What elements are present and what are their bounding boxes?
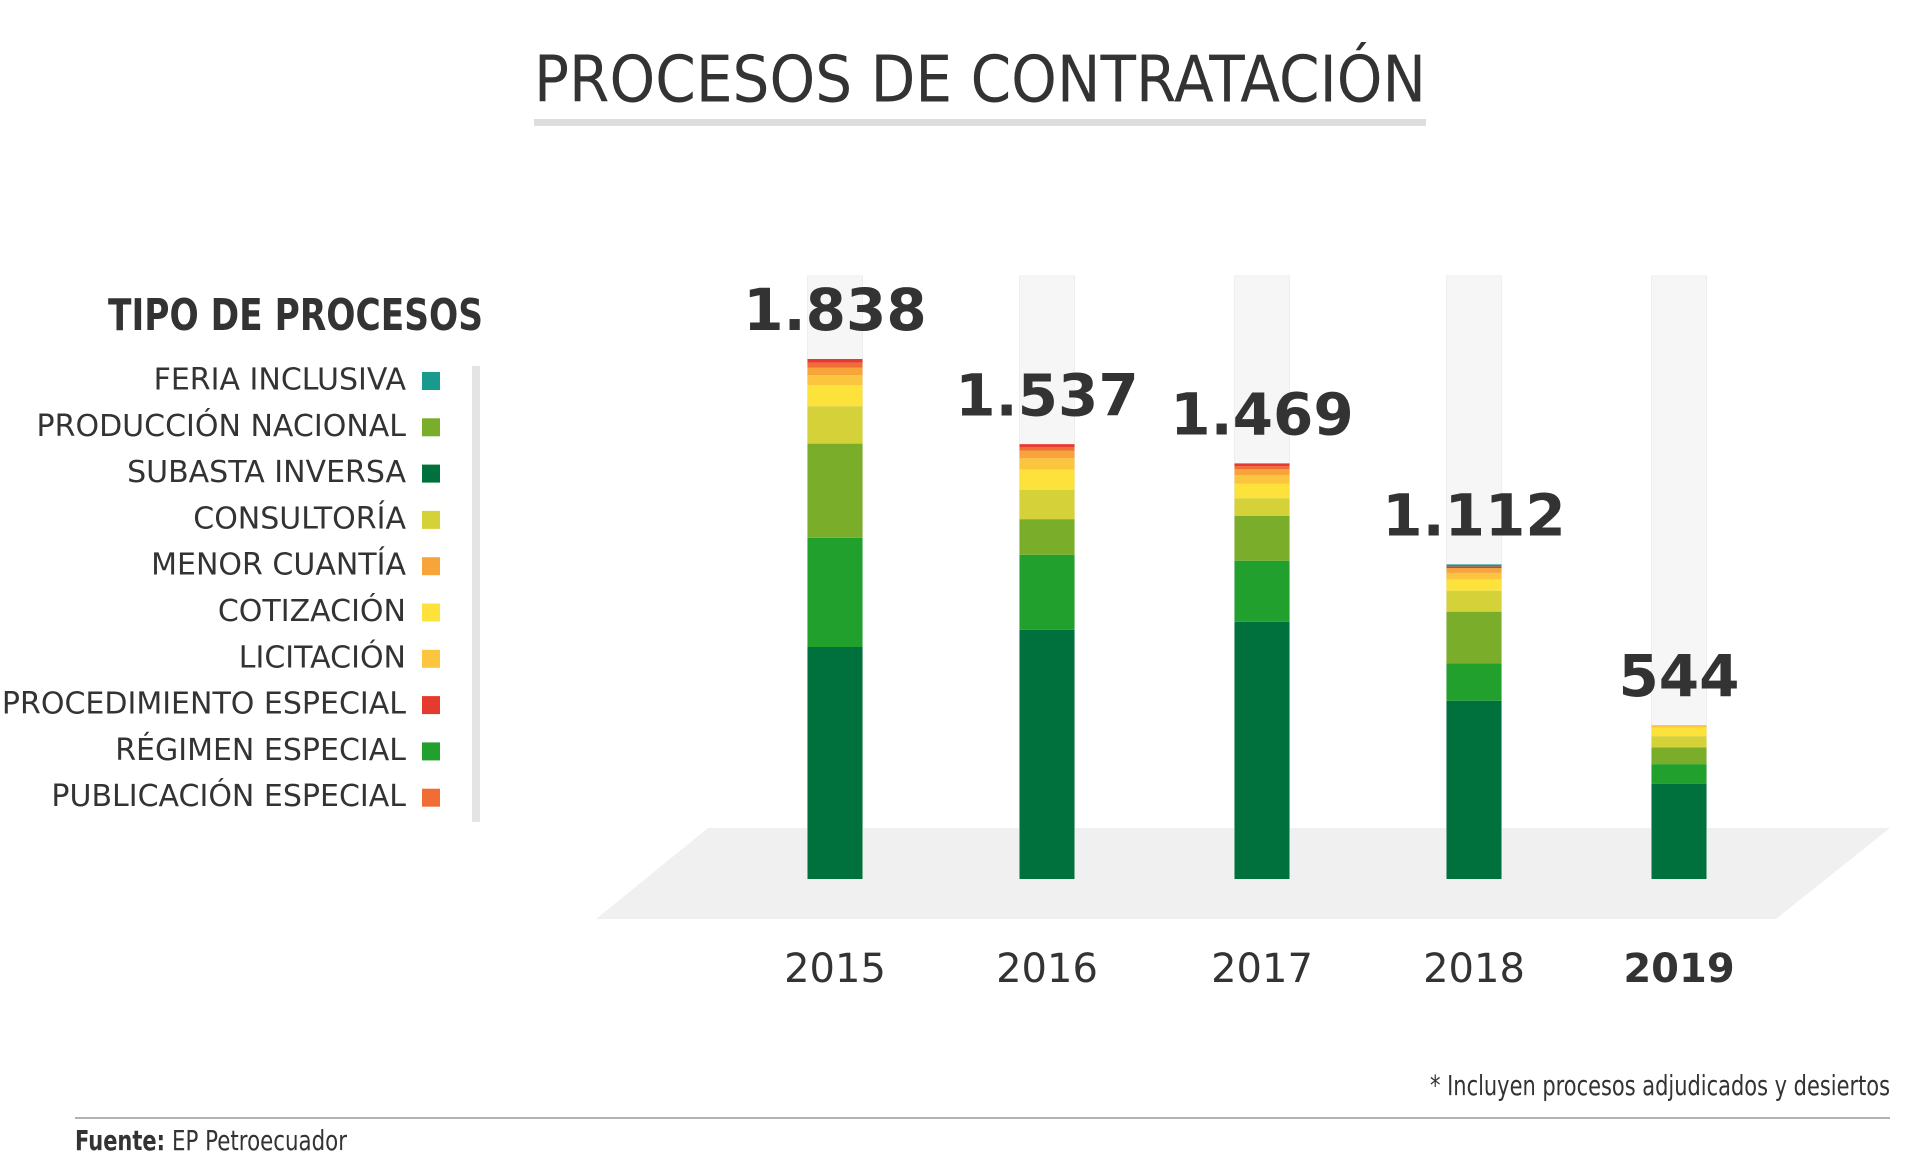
title-underline xyxy=(534,119,1426,126)
bar-segment xyxy=(1446,590,1502,612)
legend-swatch xyxy=(422,464,440,483)
bar-segment xyxy=(807,647,863,879)
bar-segment xyxy=(1651,783,1707,879)
x-tick-label: 2019 xyxy=(1623,946,1734,992)
legend-swatch xyxy=(422,788,440,807)
bar-segment xyxy=(1234,469,1290,475)
legend-label: CONSULTORÍA xyxy=(193,500,406,536)
total-label: 1.537 xyxy=(955,361,1138,429)
bar-segment xyxy=(1019,554,1075,630)
bar-segment xyxy=(807,385,863,407)
bar-segment xyxy=(1446,564,1502,567)
x-tick-label: 2018 xyxy=(1423,946,1525,992)
bar-segment xyxy=(1446,568,1502,573)
legend-label: MENOR CUANTÍA xyxy=(151,547,406,583)
legend-swatch xyxy=(422,557,440,576)
bar-segment xyxy=(807,367,863,376)
legend-label: PUBLICACIÓN ESPECIAL xyxy=(51,777,406,814)
bar-segment xyxy=(1446,566,1502,569)
total-label: 544 xyxy=(1618,642,1739,710)
bar-segment xyxy=(1651,725,1707,728)
legend-swatch xyxy=(422,696,440,715)
bar-segment xyxy=(807,537,863,648)
legend-label: FERIA INCLUSIVA xyxy=(154,363,407,398)
legend-label: PRODUCCIÓN NACIONAL xyxy=(37,407,407,444)
bar-segment xyxy=(1651,736,1707,748)
bar-segment xyxy=(1446,611,1502,664)
x-tick-label: 2015 xyxy=(784,946,886,992)
legend-swatch xyxy=(422,649,440,668)
legend-title: TIPO DE PROCESOS xyxy=(108,290,483,341)
bar-segment xyxy=(1446,700,1502,879)
bar-segment xyxy=(1234,515,1290,561)
bar-segment xyxy=(1234,474,1290,484)
footnote: * Incluyen procesos adjudicados y desier… xyxy=(1430,1069,1890,1102)
legend-label: RÉGIMEN ESPECIAL xyxy=(115,732,406,768)
bar-segment xyxy=(1234,621,1290,879)
bar-segment xyxy=(807,362,863,368)
legend-swatch xyxy=(422,510,440,529)
bar-segment xyxy=(807,443,863,538)
bar-segment xyxy=(807,406,863,444)
bar-segment xyxy=(1019,458,1075,470)
bar-segment xyxy=(1651,747,1707,765)
legend-swatch xyxy=(422,742,440,761)
legend-swatch xyxy=(422,603,440,622)
bar-segment xyxy=(1019,519,1075,555)
bar-segment xyxy=(1234,560,1290,622)
bar-segment xyxy=(807,375,863,386)
legend-label: LICITACIÓN xyxy=(239,638,406,675)
bar-segment xyxy=(1234,466,1290,470)
total-label: 1.838 xyxy=(743,276,926,344)
legend-swatch xyxy=(422,372,440,390)
bar-segment xyxy=(1446,572,1502,580)
legend-label: COTIZACIÓN xyxy=(218,592,406,629)
legend-label: PROCEDIMIENTO ESPECIAL xyxy=(2,687,406,722)
bar-segment xyxy=(1019,446,1075,451)
source-label: Fuente: xyxy=(75,1124,165,1156)
total-label: 1.112 xyxy=(1382,482,1565,550)
bar-segment xyxy=(1234,483,1290,499)
source: EP Petroecuador xyxy=(172,1124,347,1156)
bar-segment xyxy=(1019,469,1075,490)
bar-segment xyxy=(1019,444,1075,447)
x-tick-label: 2016 xyxy=(996,946,1098,992)
total-label: 1.469 xyxy=(1170,381,1353,449)
legend-label: SUBASTA INVERSA xyxy=(127,455,406,490)
x-tick-label: 2017 xyxy=(1211,946,1313,992)
legend-bar xyxy=(472,366,480,822)
bar-segment xyxy=(1446,663,1502,701)
bar-segment xyxy=(1234,498,1290,516)
bar-segment xyxy=(1651,764,1707,784)
legend-swatch xyxy=(422,418,440,437)
bar-segment xyxy=(1019,489,1075,520)
bar-segment xyxy=(1019,450,1075,459)
bar-segment xyxy=(1651,727,1707,737)
bar-segment xyxy=(1446,579,1502,591)
bar-segment xyxy=(1019,629,1075,879)
chart-title: PROCESOS DE CONTRATACIÓN xyxy=(534,42,1426,118)
bar-segment xyxy=(807,359,863,363)
bar-segment xyxy=(1234,463,1290,467)
